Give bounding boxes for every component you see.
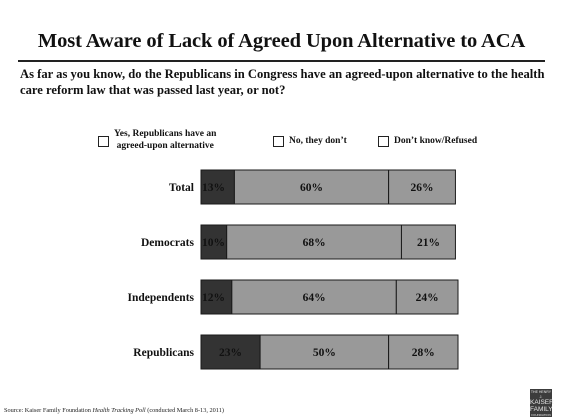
- source-prefix: Source: Kaiser Family Foundation: [4, 407, 93, 414]
- logo-line3: FAMILY: [530, 405, 553, 413]
- bar-segment-independents-1: [231, 279, 397, 315]
- bar-segment-republicans-0: [200, 334, 261, 370]
- bar-segment-total-0: [200, 169, 235, 205]
- bar-segment-total-1: [233, 169, 390, 205]
- category-label-democrats: Democrats: [141, 237, 195, 249]
- bar-segment-independents-0: [200, 279, 233, 315]
- value-label-republicans-1: 50%: [313, 347, 336, 359]
- legend-label-dont-know: Don’t know/Refused: [394, 136, 478, 146]
- legend-swatch-no: [273, 136, 284, 147]
- logo-line1: THE HENRY J.: [530, 390, 552, 399]
- legend-swatch-dont-know: [378, 136, 389, 147]
- value-label-democrats-1: 68%: [303, 237, 326, 249]
- legend-label-no: No, they don’t: [289, 136, 347, 146]
- source-suffix: (conducted March 8-13, 2011): [145, 407, 224, 414]
- bar-segment-democrats-2: [400, 224, 456, 260]
- title-divider: [18, 60, 545, 62]
- value-label-independents-0: 12%: [202, 292, 225, 304]
- category-label-independents: Independents: [128, 292, 195, 304]
- category-label-republicans: Republicans: [133, 347, 194, 359]
- logo-line4: FOUNDATION: [531, 413, 551, 417]
- bar-segment-democrats-1: [226, 224, 402, 260]
- source-note: Source: Kaiser Family Foundation Health …: [4, 407, 224, 414]
- survey-question: As far as you know, do the Republicans i…: [20, 67, 545, 97]
- value-label-republicans-2: 28%: [412, 347, 435, 359]
- bar-segment-total-2: [388, 169, 456, 205]
- legend-swatch-yes: [98, 136, 109, 147]
- stacked-bar-chart: Total 13% 60% 26% Democrats 10% 68% 21% Independ…: [128, 169, 459, 370]
- value-label-republicans-0: 23%: [219, 347, 242, 359]
- value-label-democrats-0: 10%: [202, 237, 225, 249]
- value-label-independents-1: 64%: [303, 292, 326, 304]
- bar-segment-independents-2: [395, 279, 459, 315]
- value-label-total-0: 13%: [202, 182, 225, 194]
- legend-label-yes-line1: Yes, Republicans have an: [114, 129, 217, 139]
- legend-label-yes: Yes, Republicans have an agreed-upon alt…: [114, 128, 216, 152]
- source-poll-title: Health Tracking Poll: [92, 407, 146, 414]
- slide-title: Most Aware of Lack of Agreed Upon Altern…: [37, 30, 526, 52]
- value-label-independents-2: 24%: [416, 292, 439, 304]
- value-label-total-2: 26%: [411, 182, 434, 194]
- legend-label-yes-line2: agreed-upon alternative: [116, 141, 214, 151]
- kff-logo: THE HENRY J. KAISER FAMILY FOUNDATION: [530, 389, 554, 417]
- value-label-total-1: 60%: [300, 182, 323, 194]
- logo-line2: KAISER: [530, 399, 554, 406]
- category-label-total: Total: [169, 182, 194, 194]
- legend-item-dont-know: Don’t know/Refused: [378, 135, 477, 147]
- legend-item-no: No, they don’t: [273, 135, 347, 147]
- legend-item-yes: Yes, Republicans have an agreed-upon alt…: [98, 128, 216, 152]
- bar-segment-republicans-2: [388, 334, 459, 370]
- value-label-democrats-2: 21%: [417, 237, 440, 249]
